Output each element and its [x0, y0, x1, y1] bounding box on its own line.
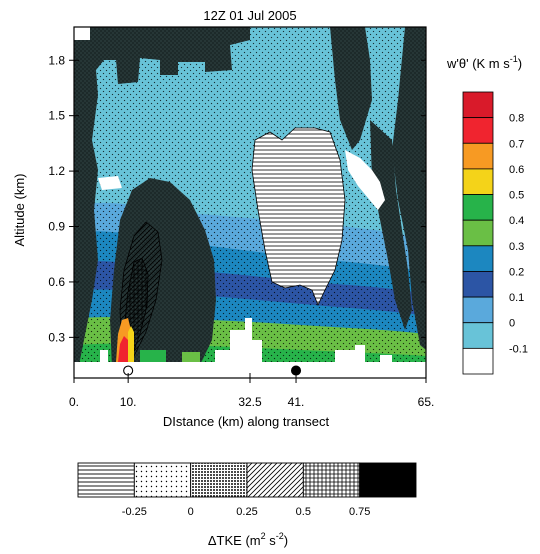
legend-swatch-dots-sparse [133, 462, 192, 498]
dtke-legend-title: ΔTKE (m2 s-2) [208, 531, 288, 548]
legend-swatch-solid-black [359, 462, 417, 498]
colorbar-swatch [462, 219, 494, 247]
dark-left-column [74, 27, 104, 370]
colorbar-swatch [462, 117, 494, 144]
white-near-plume [98, 176, 122, 190]
colorbar-label: 0.1 [509, 292, 524, 304]
white-top-right [345, 150, 385, 210]
colorbar-label: 0.2 [509, 266, 524, 278]
colorbar-label: 0.4 [509, 215, 524, 227]
y-axis: 0.3 0.6 0.9 1.2 1.5 1.8 [48, 53, 426, 344]
colorbar-swatch [462, 194, 494, 221]
legend-label: 0 [188, 506, 194, 518]
legend-swatch-diagonal [246, 462, 304, 498]
x-axis: 0. 10. 32.5 41. 65. [69, 373, 434, 409]
y-tick-label: 0.3 [48, 330, 65, 344]
legend-swatch-crosshatch [302, 462, 361, 498]
wtheta-colorbar-title: w'θ' (K m s-1) [446, 54, 522, 71]
legend-swatch-hlines [77, 462, 135, 498]
colorbar-swatch [462, 322, 494, 349]
colorbar-swatch [462, 91, 494, 119]
dark-right-blob [370, 120, 412, 330]
y-tick-label: 1.5 [48, 109, 65, 123]
colorbar-label: 0.8 [509, 113, 524, 125]
terrain-green-patch [140, 350, 166, 362]
chart-title: 12Z 01 Jul 2005 [203, 8, 296, 23]
white-left-top [74, 27, 90, 40]
y-tick-label: 0.6 [48, 275, 65, 289]
legend-label: 0.25 [236, 506, 257, 518]
x-tick-label: 0. [69, 395, 79, 409]
colorbar-swatch [462, 245, 494, 272]
colorbar-swatch [462, 296, 494, 324]
terrain-green-patch-2 [182, 352, 200, 362]
y-tick-label: 1.8 [48, 53, 65, 67]
colorbar-label: -0.1 [509, 343, 528, 355]
colorbar-swatch [462, 142, 494, 170]
x-tick-label: 41. [288, 395, 305, 409]
colorbar-swatch [462, 271, 494, 298]
colorbar-swatch [462, 347, 494, 375]
terrain-white [74, 318, 426, 378]
plot-area [74, 27, 426, 378]
y-axis-label: Altitude (km) [12, 174, 27, 247]
colorbar-label: 0.7 [509, 138, 524, 150]
x-tick-label: 32.5 [238, 395, 262, 409]
legend-label: 0.5 [296, 506, 311, 518]
hot-spot-yellow [128, 326, 134, 362]
colorbar-swatch [462, 168, 494, 195]
hline-plume-hatch [251, 127, 346, 307]
y-tick-label: 1.2 [48, 164, 65, 178]
colorbar-label: 0.5 [509, 190, 524, 202]
x-tick-label: 10. [120, 395, 137, 409]
y-tick-label: 0.9 [48, 220, 65, 234]
legend-swatch-dots-dense [190, 462, 248, 498]
hot-spot-red [118, 336, 129, 362]
legend-label: -0.25 [122, 506, 147, 518]
colorbar-label: 0.6 [509, 164, 524, 176]
dtke-pattern-legend: -0.25 0 0.25 0.5 0.75 [77, 462, 417, 518]
dark-top-blocks [104, 27, 250, 84]
x-tick-label: 65. [418, 395, 435, 409]
legend-label: 0.75 [349, 506, 370, 518]
dark-right-column [392, 27, 426, 350]
colorbar-label: 0.3 [509, 241, 524, 253]
dark-top-right-block [330, 27, 372, 150]
x-axis-label: DIstance (km) along transect [163, 414, 330, 429]
wtheta-colorbar: 0.8 0.7 0.6 0.5 0.4 0.3 0.2 0.1 0 -0.1 [462, 91, 528, 375]
colorbar-label: 0 [509, 318, 515, 330]
